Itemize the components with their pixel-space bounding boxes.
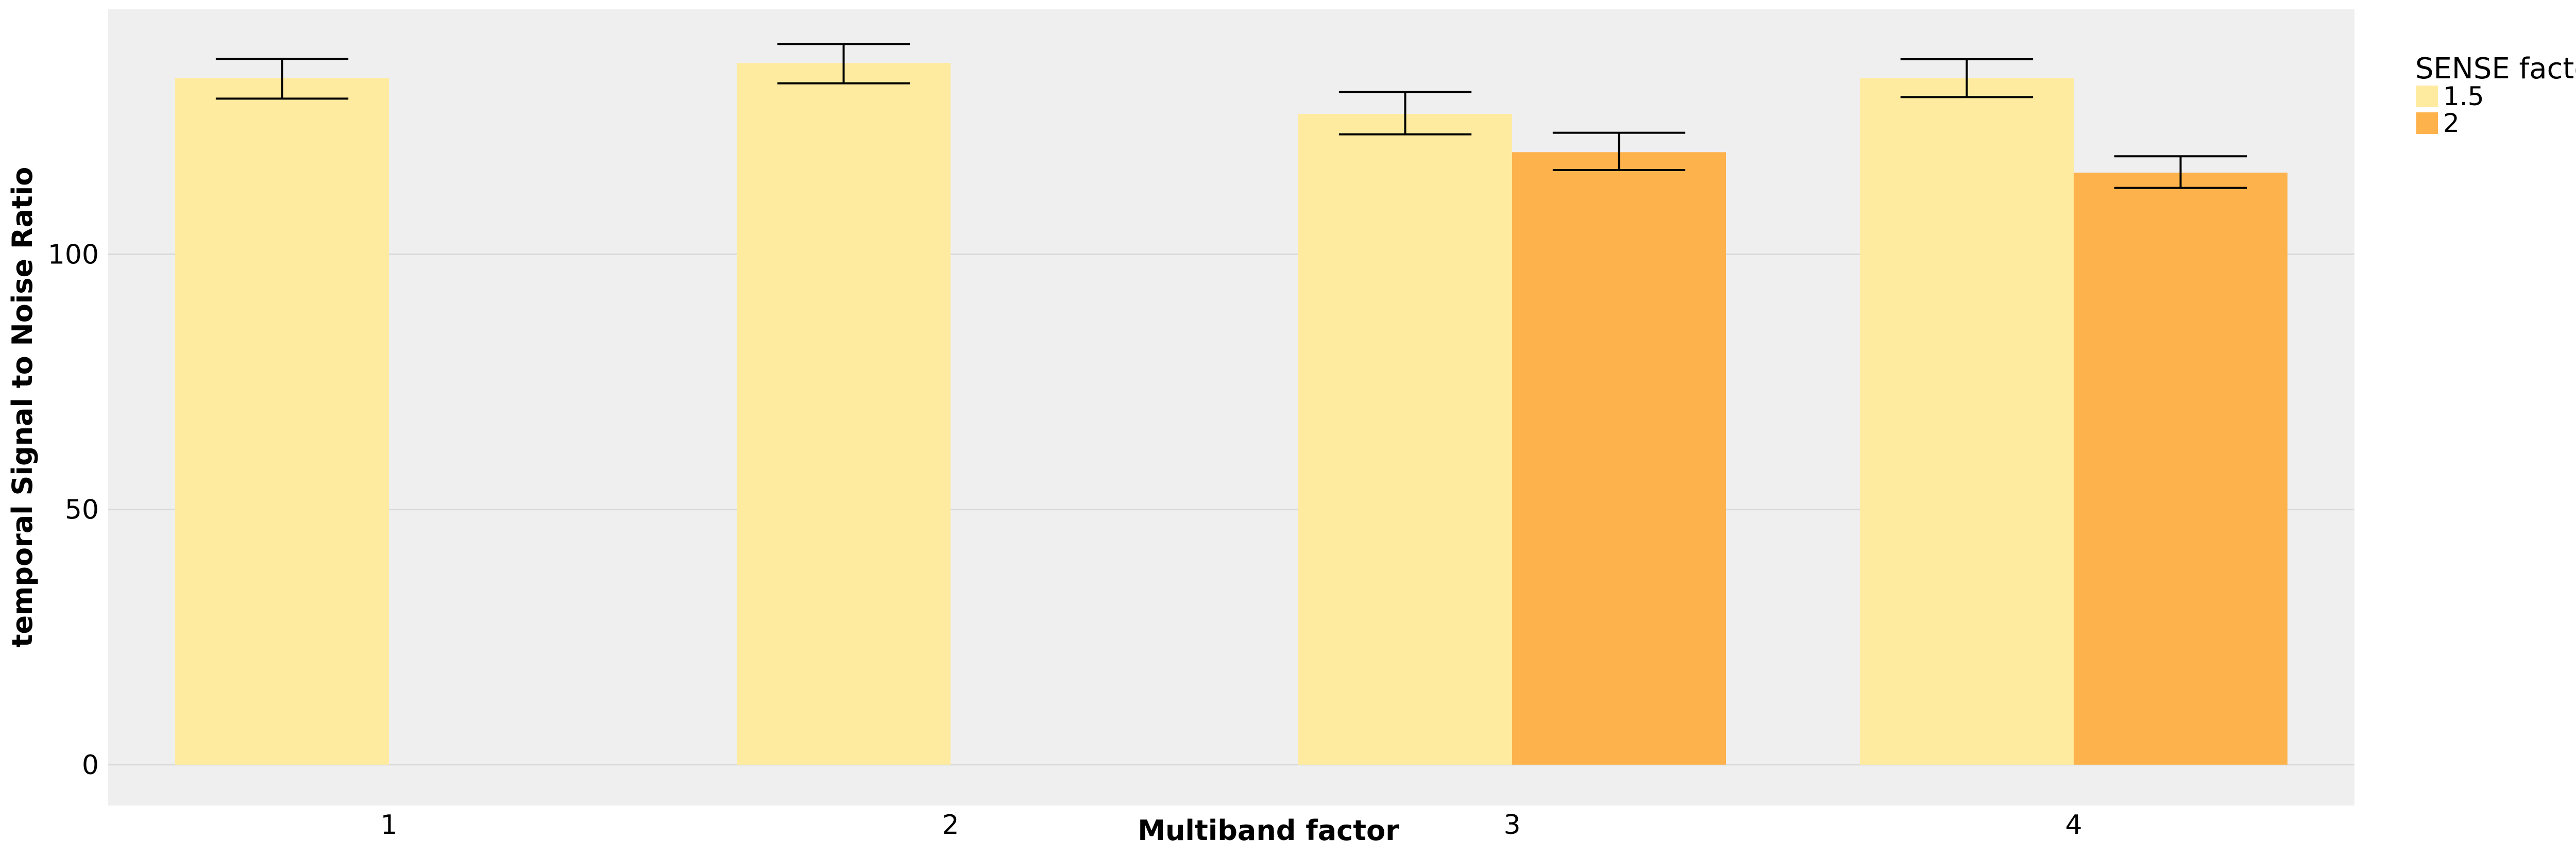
x-tick-2: 2 [942, 810, 959, 841]
bar-1-5-mb4 [1860, 78, 2074, 765]
x-tick-labels: 1 2 3 4 [380, 810, 2082, 841]
y-tick-0: 0 [82, 750, 99, 781]
x-tick-3: 3 [1503, 810, 1520, 841]
bar-2-mb3 [1512, 152, 1726, 765]
y-axis-title: temporal Signal to Noise Ratio [6, 167, 39, 648]
error-bars [215, 43, 2247, 189]
legend-label-1-5: 1.5 [2443, 81, 2484, 111]
y-tick-labels: 0 50 100 [48, 239, 99, 780]
legend-title: SENSE factor [2415, 52, 2576, 86]
bar-1-5-mb2 [737, 62, 951, 765]
legend-swatch-2 [2416, 112, 2438, 134]
legend-swatch-1-5 [2416, 86, 2438, 107]
x-tick-1: 1 [380, 810, 397, 841]
bar-2-mb4 [2074, 172, 2287, 765]
bars [175, 62, 2287, 765]
y-tick-50: 50 [65, 495, 99, 526]
legend-label-2: 2 [2443, 108, 2460, 138]
y-tick-100: 100 [48, 239, 99, 270]
legend: SENSE factor 1.5 2 [2415, 52, 2576, 138]
x-axis-title: Multiband factor [1138, 814, 1399, 847]
x-tick-4: 4 [2065, 810, 2082, 841]
bar-1-5-mb1 [175, 78, 389, 765]
bar-1-5-mb3 [1298, 114, 1512, 765]
